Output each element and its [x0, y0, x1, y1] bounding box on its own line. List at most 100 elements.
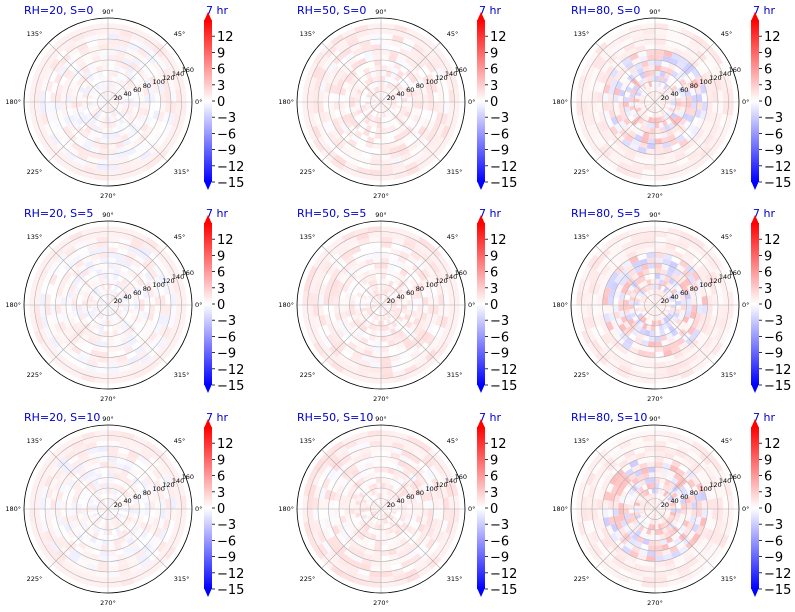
heatmap-cell [63, 281, 72, 291]
heatmap-cell [453, 88, 460, 102]
colorbar-tick-label: 3 [490, 79, 498, 94]
angular-grid-line [654, 101, 715, 162]
angular-tick-label: 45° [174, 437, 186, 445]
angular-tick-label: 180° [278, 98, 294, 106]
heatmap-cell [412, 42, 425, 54]
heatmap-cell [615, 165, 630, 177]
heatmap-cell [39, 102, 46, 114]
radial-tick-label: 100 [700, 78, 712, 86]
heatmap-cell [625, 86, 633, 94]
heatmap-cell [127, 152, 140, 162]
heatmap-cell [626, 147, 638, 157]
heatmap-cell [412, 150, 425, 162]
heatmap-cell [640, 94, 646, 99]
heatmap-cell [84, 138, 94, 147]
heatmap-cell [117, 306, 124, 311]
heatmap-cell [108, 81, 112, 87]
heatmap-cell [101, 106, 106, 112]
heatmap-cell [164, 138, 177, 153]
angular-tick-label: 270° [373, 599, 389, 607]
heatmap-cell [100, 314, 105, 320]
heatmap-cell [88, 294, 95, 300]
angular-tick-label: 135° [574, 233, 590, 241]
heatmap-cell [649, 330, 655, 337]
heatmap-cell [375, 102, 381, 104]
heatmap-cell [144, 68, 154, 79]
angular-tick-label: 90° [649, 8, 661, 16]
heatmap-cell [389, 124, 397, 132]
heatmap-cell [671, 112, 678, 119]
heatmap-cell [313, 112, 322, 126]
heatmap-cell [669, 104, 676, 110]
heatmap-cell [427, 305, 434, 315]
heatmap-cell [667, 171, 682, 180]
heatmap-cell [118, 79, 125, 86]
heatmap-cell [680, 305, 687, 311]
heatmap-cell [154, 305, 161, 315]
heatmap-cell [48, 58, 60, 71]
heatmap-cell [686, 81, 695, 90]
heatmap-cell [317, 54, 329, 68]
heatmap-cell [111, 76, 117, 83]
angular-tick-label: 135° [27, 233, 43, 241]
heatmap-cell [106, 107, 108, 113]
panel-title: RH=80, S=5 [571, 207, 640, 220]
heatmap-cell [158, 121, 168, 134]
heatmap-cell [660, 102, 666, 104]
heatmap-cell [686, 114, 695, 123]
heatmap-cell [582, 113, 591, 128]
heatmap-cell [177, 114, 186, 129]
heatmap-cell [437, 102, 444, 113]
heatmap-cell [644, 158, 655, 165]
heatmap-cell [57, 64, 68, 76]
angular-grid-line [595, 101, 656, 162]
heatmap-cell [668, 91, 675, 97]
colorbar-gradient [751, 223, 759, 385]
heatmap-cell [111, 121, 117, 128]
heatmap-cell [673, 109, 680, 116]
heatmap-cell [81, 52, 92, 62]
heatmap-cell [108, 545, 116, 551]
heatmap-cell [303, 75, 312, 90]
heatmap-cell [61, 109, 69, 119]
heatmap-cell [53, 73, 63, 85]
heatmap-cell [126, 130, 135, 139]
heatmap-cell [110, 319, 116, 326]
heatmap-cell [99, 324, 105, 331]
angular-tick-label: 45° [174, 30, 186, 38]
heatmap-cell [374, 106, 379, 112]
heatmap-cell [711, 102, 718, 113]
heatmap-cell [677, 110, 685, 118]
colorbar-tick-label: −6 [764, 127, 783, 142]
heatmap-cell [410, 89, 418, 97]
heatmap-cell [167, 78, 176, 92]
heatmap-cell [113, 285, 119, 292]
angular-tick-label: 0° [742, 301, 749, 309]
heatmap-cell [131, 161, 145, 172]
heatmap-cell [381, 91, 385, 98]
heatmap-cell [372, 54, 381, 61]
heatmap-cell [93, 308, 99, 313]
colorbar-tick-label: −9 [764, 144, 783, 159]
heatmap-cell [645, 96, 651, 101]
heatmap-cell [691, 158, 706, 171]
heatmap-cell [94, 120, 101, 127]
radial-tick-label: 60 [406, 493, 414, 501]
heatmap-cell [417, 68, 427, 79]
heatmap-cell [113, 100, 119, 102]
colorbar-tick-label: 12 [764, 30, 781, 45]
heatmap-cell [369, 164, 381, 171]
heatmap-cell [103, 278, 108, 285]
heatmap-cell [103, 102, 108, 105]
heatmap-cell [440, 112, 449, 126]
heatmap-cell [170, 90, 177, 102]
heatmap-cell [58, 118, 68, 129]
heatmap-cell [655, 351, 665, 358]
heatmap-cell [375, 273, 381, 280]
heatmap-cell [661, 60, 670, 68]
heatmap-cell [655, 143, 664, 150]
heatmap-cell [678, 138, 689, 148]
angular-grid-line [654, 42, 715, 103]
